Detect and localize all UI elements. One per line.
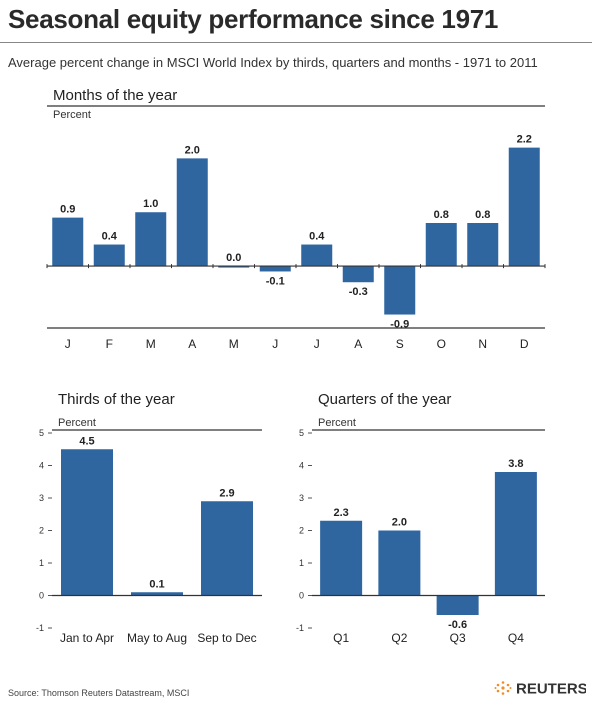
thirds-ytick-label: 3 xyxy=(39,493,44,503)
thirds-ytick-label: 4 xyxy=(39,461,44,471)
months-category-label: O xyxy=(437,337,446,351)
reuters-logo: REUTERS xyxy=(494,681,586,698)
months-bar xyxy=(467,223,499,267)
months-value-label: 1.0 xyxy=(143,198,158,210)
months-bar xyxy=(135,212,167,267)
months-bar xyxy=(384,266,416,315)
months-chart-title: Months of the year xyxy=(53,87,177,104)
quarters-category-label: Q2 xyxy=(391,631,407,645)
quarters-value-label: 3.8 xyxy=(508,458,523,470)
reuters-dots-icon xyxy=(494,681,512,695)
months-bar xyxy=(508,147,540,267)
months-bar xyxy=(52,217,84,267)
title-divider xyxy=(0,42,592,43)
quarters-value-label: 2.0 xyxy=(392,517,407,529)
months-value-label: -0.3 xyxy=(349,286,368,298)
thirds-bar xyxy=(131,592,183,596)
months-category-label: D xyxy=(520,337,529,351)
thirds-bar xyxy=(61,449,113,596)
quarters-ytick-label: 3 xyxy=(299,493,304,503)
quarters-ytick-label: 4 xyxy=(299,461,304,471)
page-title: Seasonal equity performance since 1971 xyxy=(8,4,499,34)
months-value-label: 2.2 xyxy=(517,134,532,146)
quarters-category-label: Q4 xyxy=(508,631,524,645)
quarters-bar xyxy=(320,520,363,596)
quarters-bar xyxy=(436,595,479,615)
months-value-label: 0.0 xyxy=(226,252,241,264)
thirds-ytick-label: -1 xyxy=(36,623,44,633)
quarters-ytick-label: 0 xyxy=(299,591,304,601)
thirds-chart-title: Thirds of the year xyxy=(58,391,175,408)
months-unit-label: Percent xyxy=(53,109,91,121)
page-subtitle: Average percent change in MSCI World Ind… xyxy=(8,55,538,70)
source-note: Source: Thomson Reuters Datastream, MSCI xyxy=(8,688,190,698)
thirds-ytick-label: 0 xyxy=(39,591,44,601)
thirds-ytick-label: 1 xyxy=(39,558,44,568)
months-bar xyxy=(425,223,457,267)
quarters-category-label: Q3 xyxy=(450,631,466,645)
quarters-ytick-label: -1 xyxy=(296,623,304,633)
months-category-label: A xyxy=(188,337,196,351)
months-category-label: M xyxy=(229,337,239,351)
months-bar xyxy=(342,266,374,283)
months-category-label: J xyxy=(314,337,320,351)
months-value-label: 0.9 xyxy=(60,204,75,216)
thirds-ytick-label: 5 xyxy=(39,428,44,438)
quarters-category-label: Q1 xyxy=(333,631,349,645)
months-category-label: J xyxy=(65,337,71,351)
quarters-bar xyxy=(494,472,537,596)
quarters-value-label: 2.3 xyxy=(333,507,348,519)
months-category-label: A xyxy=(354,337,362,351)
months-bar xyxy=(93,244,125,267)
months-bar xyxy=(176,158,208,267)
thirds-value-label: 2.9 xyxy=(219,487,234,499)
thirds-ytick-label: 2 xyxy=(39,526,44,536)
thirds-category-label: Jan to Apr xyxy=(60,631,114,645)
months-value-label: 0.4 xyxy=(309,231,325,243)
months-bar xyxy=(218,266,250,268)
thirds-category-label: May to Aug xyxy=(127,631,187,645)
months-value-label: 0.4 xyxy=(102,231,118,243)
months-value-label: -0.1 xyxy=(266,275,285,287)
quarters-unit-label: Percent xyxy=(318,417,356,429)
thirds-bar xyxy=(201,501,253,596)
months-value-label: 0.8 xyxy=(434,209,449,221)
thirds-value-label: 0.1 xyxy=(149,578,164,590)
thirds-unit-label: Percent xyxy=(58,417,96,429)
quarters-ytick-label: 1 xyxy=(299,558,304,568)
months-category-label: M xyxy=(146,337,156,351)
months-category-label: F xyxy=(106,337,113,351)
quarters-ytick-label: 5 xyxy=(299,428,304,438)
months-bar xyxy=(301,244,333,267)
months-category-label: N xyxy=(478,337,487,351)
months-value-label: 0.8 xyxy=(475,209,490,221)
quarters-ytick-label: 2 xyxy=(299,526,304,536)
months-value-label: 2.0 xyxy=(185,144,200,156)
months-category-label: S xyxy=(396,337,404,351)
months-category-label: J xyxy=(272,337,278,351)
reuters-logo-text: REUTERS xyxy=(516,681,586,698)
months-bar xyxy=(259,266,291,272)
quarters-chart-title: Quarters of the year xyxy=(318,391,451,408)
months-value-label: -0.9 xyxy=(390,319,409,331)
thirds-category-label: Sep to Dec xyxy=(197,631,256,645)
quarters-bar xyxy=(378,530,421,596)
thirds-value-label: 4.5 xyxy=(79,435,94,447)
quarters-value-label: -0.6 xyxy=(448,619,467,631)
